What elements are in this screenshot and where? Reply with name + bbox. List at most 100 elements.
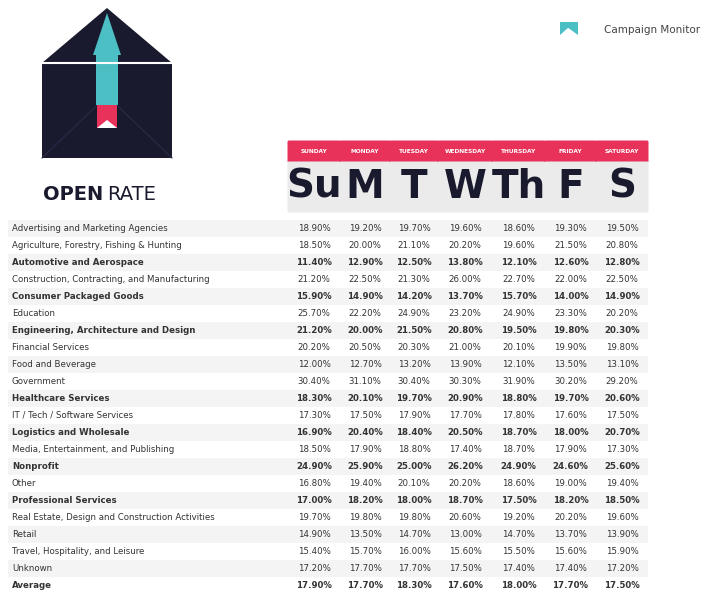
- Text: Th: Th: [491, 168, 545, 206]
- Text: 18.50%: 18.50%: [298, 445, 331, 454]
- Bar: [8, 237, 648, 254]
- Text: Professional Services: Professional Services: [12, 496, 116, 505]
- Bar: [8, 407, 648, 424]
- Text: Engineering, Architecture and Design: Engineering, Architecture and Design: [12, 326, 196, 335]
- Text: 17.40%: 17.40%: [554, 564, 587, 573]
- Polygon shape: [93, 13, 121, 55]
- FancyBboxPatch shape: [288, 161, 341, 212]
- Text: 31.90%: 31.90%: [502, 377, 535, 386]
- Text: Average: Average: [12, 581, 52, 590]
- Text: 18.30%: 18.30%: [296, 394, 332, 403]
- Text: 19.80%: 19.80%: [348, 513, 381, 522]
- Text: 16.90%: 16.90%: [296, 428, 332, 437]
- Text: 20.30%: 20.30%: [604, 326, 640, 335]
- FancyBboxPatch shape: [390, 140, 438, 162]
- Bar: [8, 458, 648, 475]
- Text: 18.70%: 18.70%: [447, 496, 483, 505]
- Text: 23.20%: 23.20%: [448, 309, 481, 318]
- Text: 12.80%: 12.80%: [604, 258, 640, 267]
- Text: 17.50%: 17.50%: [448, 564, 481, 573]
- Text: 18.60%: 18.60%: [502, 479, 535, 488]
- Text: 20.20%: 20.20%: [298, 343, 331, 352]
- Text: 23.30%: 23.30%: [554, 309, 587, 318]
- Text: 17.60%: 17.60%: [447, 581, 483, 590]
- Text: 15.40%: 15.40%: [298, 547, 331, 556]
- Text: Agriculture, Forestry, Fishing & Hunting: Agriculture, Forestry, Fishing & Hunting: [12, 241, 182, 250]
- Text: 26.20%: 26.20%: [447, 462, 483, 471]
- Text: 17.20%: 17.20%: [298, 564, 331, 573]
- Text: 20.20%: 20.20%: [448, 241, 481, 250]
- Text: 24.90%: 24.90%: [398, 309, 431, 318]
- Text: 15.50%: 15.50%: [502, 547, 535, 556]
- Text: 19.60%: 19.60%: [448, 224, 481, 233]
- Text: 12.90%: 12.90%: [347, 258, 383, 267]
- Text: Campaign Monitor: Campaign Monitor: [604, 25, 700, 35]
- Text: 20.20%: 20.20%: [448, 479, 481, 488]
- Text: 18.00%: 18.00%: [553, 428, 588, 437]
- Bar: [8, 339, 648, 356]
- Text: 18.60%: 18.60%: [502, 224, 535, 233]
- FancyBboxPatch shape: [491, 140, 545, 162]
- Text: 17.00%: 17.00%: [296, 496, 332, 505]
- Text: 17.90%: 17.90%: [554, 445, 587, 454]
- Text: 21.50%: 21.50%: [554, 241, 587, 250]
- Bar: [8, 560, 648, 577]
- Text: 22.20%: 22.20%: [348, 309, 381, 318]
- Text: 20.00%: 20.00%: [348, 241, 381, 250]
- Text: 20.20%: 20.20%: [554, 513, 587, 522]
- Text: 19.90%: 19.90%: [554, 343, 587, 352]
- Text: 14.90%: 14.90%: [298, 530, 331, 539]
- Text: 20.40%: 20.40%: [347, 428, 383, 437]
- FancyBboxPatch shape: [545, 140, 596, 162]
- Text: 21.50%: 21.50%: [396, 326, 432, 335]
- Text: 31.10%: 31.10%: [348, 377, 381, 386]
- Text: Unknown: Unknown: [12, 564, 52, 573]
- Text: Logistics and Wholesale: Logistics and Wholesale: [12, 428, 129, 437]
- Text: 17.70%: 17.70%: [398, 564, 431, 573]
- Text: 13.70%: 13.70%: [447, 292, 483, 301]
- Text: 20.60%: 20.60%: [448, 513, 481, 522]
- Text: 13.10%: 13.10%: [605, 360, 638, 369]
- Text: 22.50%: 22.50%: [605, 275, 638, 284]
- Text: 15.70%: 15.70%: [348, 547, 381, 556]
- Text: 18.70%: 18.70%: [501, 428, 536, 437]
- Text: WEDNESDAY: WEDNESDAY: [444, 149, 486, 154]
- Text: 24.90%: 24.90%: [502, 309, 535, 318]
- Text: 13.20%: 13.20%: [398, 360, 431, 369]
- Text: 19.80%: 19.80%: [553, 326, 588, 335]
- Text: 17.70%: 17.70%: [448, 411, 481, 420]
- Text: Financial Services: Financial Services: [12, 343, 89, 352]
- Text: 15.60%: 15.60%: [554, 547, 587, 556]
- Bar: [8, 356, 648, 373]
- Text: 17.70%: 17.70%: [348, 564, 381, 573]
- Text: FRIDAY: FRIDAY: [558, 149, 583, 154]
- Text: 25.00%: 25.00%: [396, 462, 432, 471]
- Text: 20.00%: 20.00%: [347, 326, 383, 335]
- Text: 12.00%: 12.00%: [298, 360, 331, 369]
- Text: 19.30%: 19.30%: [554, 224, 587, 233]
- Text: Education: Education: [12, 309, 55, 318]
- Text: 15.60%: 15.60%: [448, 547, 481, 556]
- Text: 21.30%: 21.30%: [398, 275, 431, 284]
- Text: 21.00%: 21.00%: [448, 343, 481, 352]
- Bar: [8, 509, 648, 526]
- Text: 15.70%: 15.70%: [501, 292, 536, 301]
- Text: M: M: [346, 168, 384, 206]
- Text: S: S: [608, 168, 636, 206]
- Bar: [8, 373, 648, 390]
- Text: 17.40%: 17.40%: [502, 564, 535, 573]
- Text: 13.70%: 13.70%: [554, 530, 587, 539]
- Text: 17.50%: 17.50%: [604, 581, 640, 590]
- Text: Nonprofit: Nonprofit: [12, 462, 59, 471]
- Text: 17.50%: 17.50%: [605, 411, 638, 420]
- Text: RATE: RATE: [107, 186, 156, 205]
- Text: 16.00%: 16.00%: [398, 547, 431, 556]
- Text: 11.40%: 11.40%: [296, 258, 332, 267]
- Bar: [8, 271, 648, 288]
- Text: 20.90%: 20.90%: [447, 394, 483, 403]
- Text: TUESDAY: TUESDAY: [399, 149, 429, 154]
- Text: 21.20%: 21.20%: [296, 326, 332, 335]
- Text: 18.20%: 18.20%: [553, 496, 588, 505]
- Text: 25.70%: 25.70%: [298, 309, 331, 318]
- Text: Travel, Hospitality, and Leisure: Travel, Hospitality, and Leisure: [12, 547, 144, 556]
